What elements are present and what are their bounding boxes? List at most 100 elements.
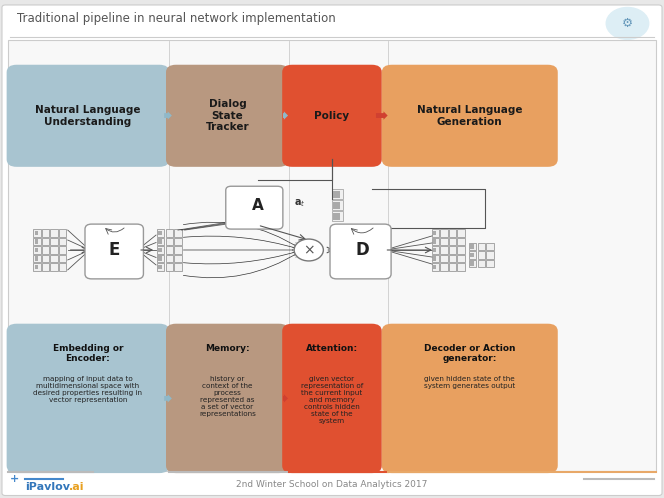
Bar — [158, 231, 161, 235]
Text: mapping of input data to
multidimensional space with
desired properties resultin: mapping of input data to multidimensiona… — [33, 376, 143, 403]
Bar — [35, 231, 38, 235]
Bar — [157, 246, 164, 253]
FancyBboxPatch shape — [85, 224, 143, 279]
Bar — [158, 239, 161, 244]
Bar — [457, 229, 465, 237]
Bar — [432, 254, 439, 262]
Bar — [333, 213, 340, 220]
Bar — [433, 265, 436, 269]
Bar — [449, 238, 456, 245]
Bar — [449, 263, 456, 270]
Text: +: + — [10, 474, 19, 484]
Bar — [174, 263, 181, 270]
Bar — [59, 229, 66, 237]
FancyBboxPatch shape — [166, 324, 289, 473]
Bar — [174, 254, 181, 262]
Text: E: E — [108, 241, 120, 259]
Text: history or
context of the
process
represented as
a set of vector
representations: history or context of the process repres… — [199, 376, 256, 417]
FancyBboxPatch shape — [282, 324, 382, 473]
FancyBboxPatch shape — [282, 65, 382, 167]
Text: Memory:: Memory: — [205, 344, 250, 353]
Bar — [433, 256, 436, 260]
Bar — [332, 211, 343, 221]
FancyBboxPatch shape — [2, 5, 662, 496]
Bar — [433, 231, 436, 235]
Bar — [440, 263, 448, 270]
Bar — [174, 229, 181, 237]
Bar — [432, 238, 439, 245]
Bar — [440, 254, 448, 262]
Bar — [59, 238, 66, 245]
Bar — [470, 261, 473, 266]
Text: Embedding or
Encoder:: Embedding or Encoder: — [52, 344, 124, 363]
Bar — [477, 243, 485, 250]
Bar — [165, 229, 173, 237]
Bar — [35, 248, 38, 252]
Bar — [174, 238, 181, 245]
Bar — [35, 239, 38, 244]
Bar — [33, 238, 41, 245]
Bar — [333, 202, 340, 209]
Text: $\mathbf{a}_t$: $\mathbf{a}_t$ — [294, 197, 305, 209]
FancyBboxPatch shape — [7, 65, 169, 167]
Bar — [33, 229, 41, 237]
FancyBboxPatch shape — [166, 65, 289, 167]
Text: given hidden state of the
system generates output: given hidden state of the system generat… — [424, 376, 515, 389]
FancyBboxPatch shape — [382, 65, 558, 167]
Bar — [432, 263, 439, 270]
Text: Natural Language
Generation: Natural Language Generation — [417, 105, 523, 126]
Bar — [50, 246, 58, 253]
Bar — [486, 260, 493, 267]
Bar — [469, 243, 477, 250]
Bar — [486, 243, 493, 250]
Bar — [440, 246, 448, 253]
Bar — [477, 251, 485, 259]
Bar — [157, 229, 164, 237]
Bar — [157, 254, 164, 262]
Text: 2nd Winter School on Data Analytics 2017: 2nd Winter School on Data Analytics 2017 — [236, 480, 428, 489]
Bar — [42, 246, 49, 253]
Bar — [35, 265, 38, 269]
Bar — [33, 263, 41, 270]
Text: ⚙: ⚙ — [622, 17, 633, 30]
Bar — [333, 191, 340, 198]
Bar — [33, 246, 41, 253]
Bar — [449, 246, 456, 253]
Bar — [433, 248, 436, 252]
Bar — [59, 254, 66, 262]
Bar — [174, 246, 181, 253]
Bar — [477, 260, 485, 267]
Text: Dialog
State
Tracker: Dialog State Tracker — [206, 99, 249, 132]
Bar — [486, 251, 493, 259]
Bar — [35, 256, 38, 260]
Bar — [50, 229, 58, 237]
Bar — [449, 229, 456, 237]
Bar — [42, 238, 49, 245]
Bar — [157, 263, 164, 270]
Text: A: A — [252, 198, 264, 213]
Text: Decoder or Action
generator:: Decoder or Action generator: — [424, 344, 515, 363]
Bar — [433, 239, 436, 244]
Bar — [432, 229, 439, 237]
Text: Policy: Policy — [315, 111, 349, 121]
Bar — [470, 245, 473, 249]
Bar — [158, 265, 161, 269]
Text: Natural Language
Understanding: Natural Language Understanding — [35, 105, 141, 126]
Bar — [42, 263, 49, 270]
Bar — [432, 246, 439, 253]
FancyBboxPatch shape — [382, 324, 558, 473]
Bar — [332, 189, 343, 199]
FancyBboxPatch shape — [330, 224, 391, 279]
Bar — [165, 254, 173, 262]
Bar — [59, 246, 66, 253]
Text: D: D — [355, 241, 369, 259]
Bar — [449, 254, 456, 262]
Text: Attention:: Attention: — [306, 344, 358, 353]
Bar — [42, 254, 49, 262]
FancyBboxPatch shape — [7, 324, 169, 473]
Bar — [50, 238, 58, 245]
Bar — [157, 238, 164, 245]
Bar — [165, 246, 173, 253]
Text: ×: × — [303, 243, 315, 257]
Bar — [469, 251, 477, 259]
